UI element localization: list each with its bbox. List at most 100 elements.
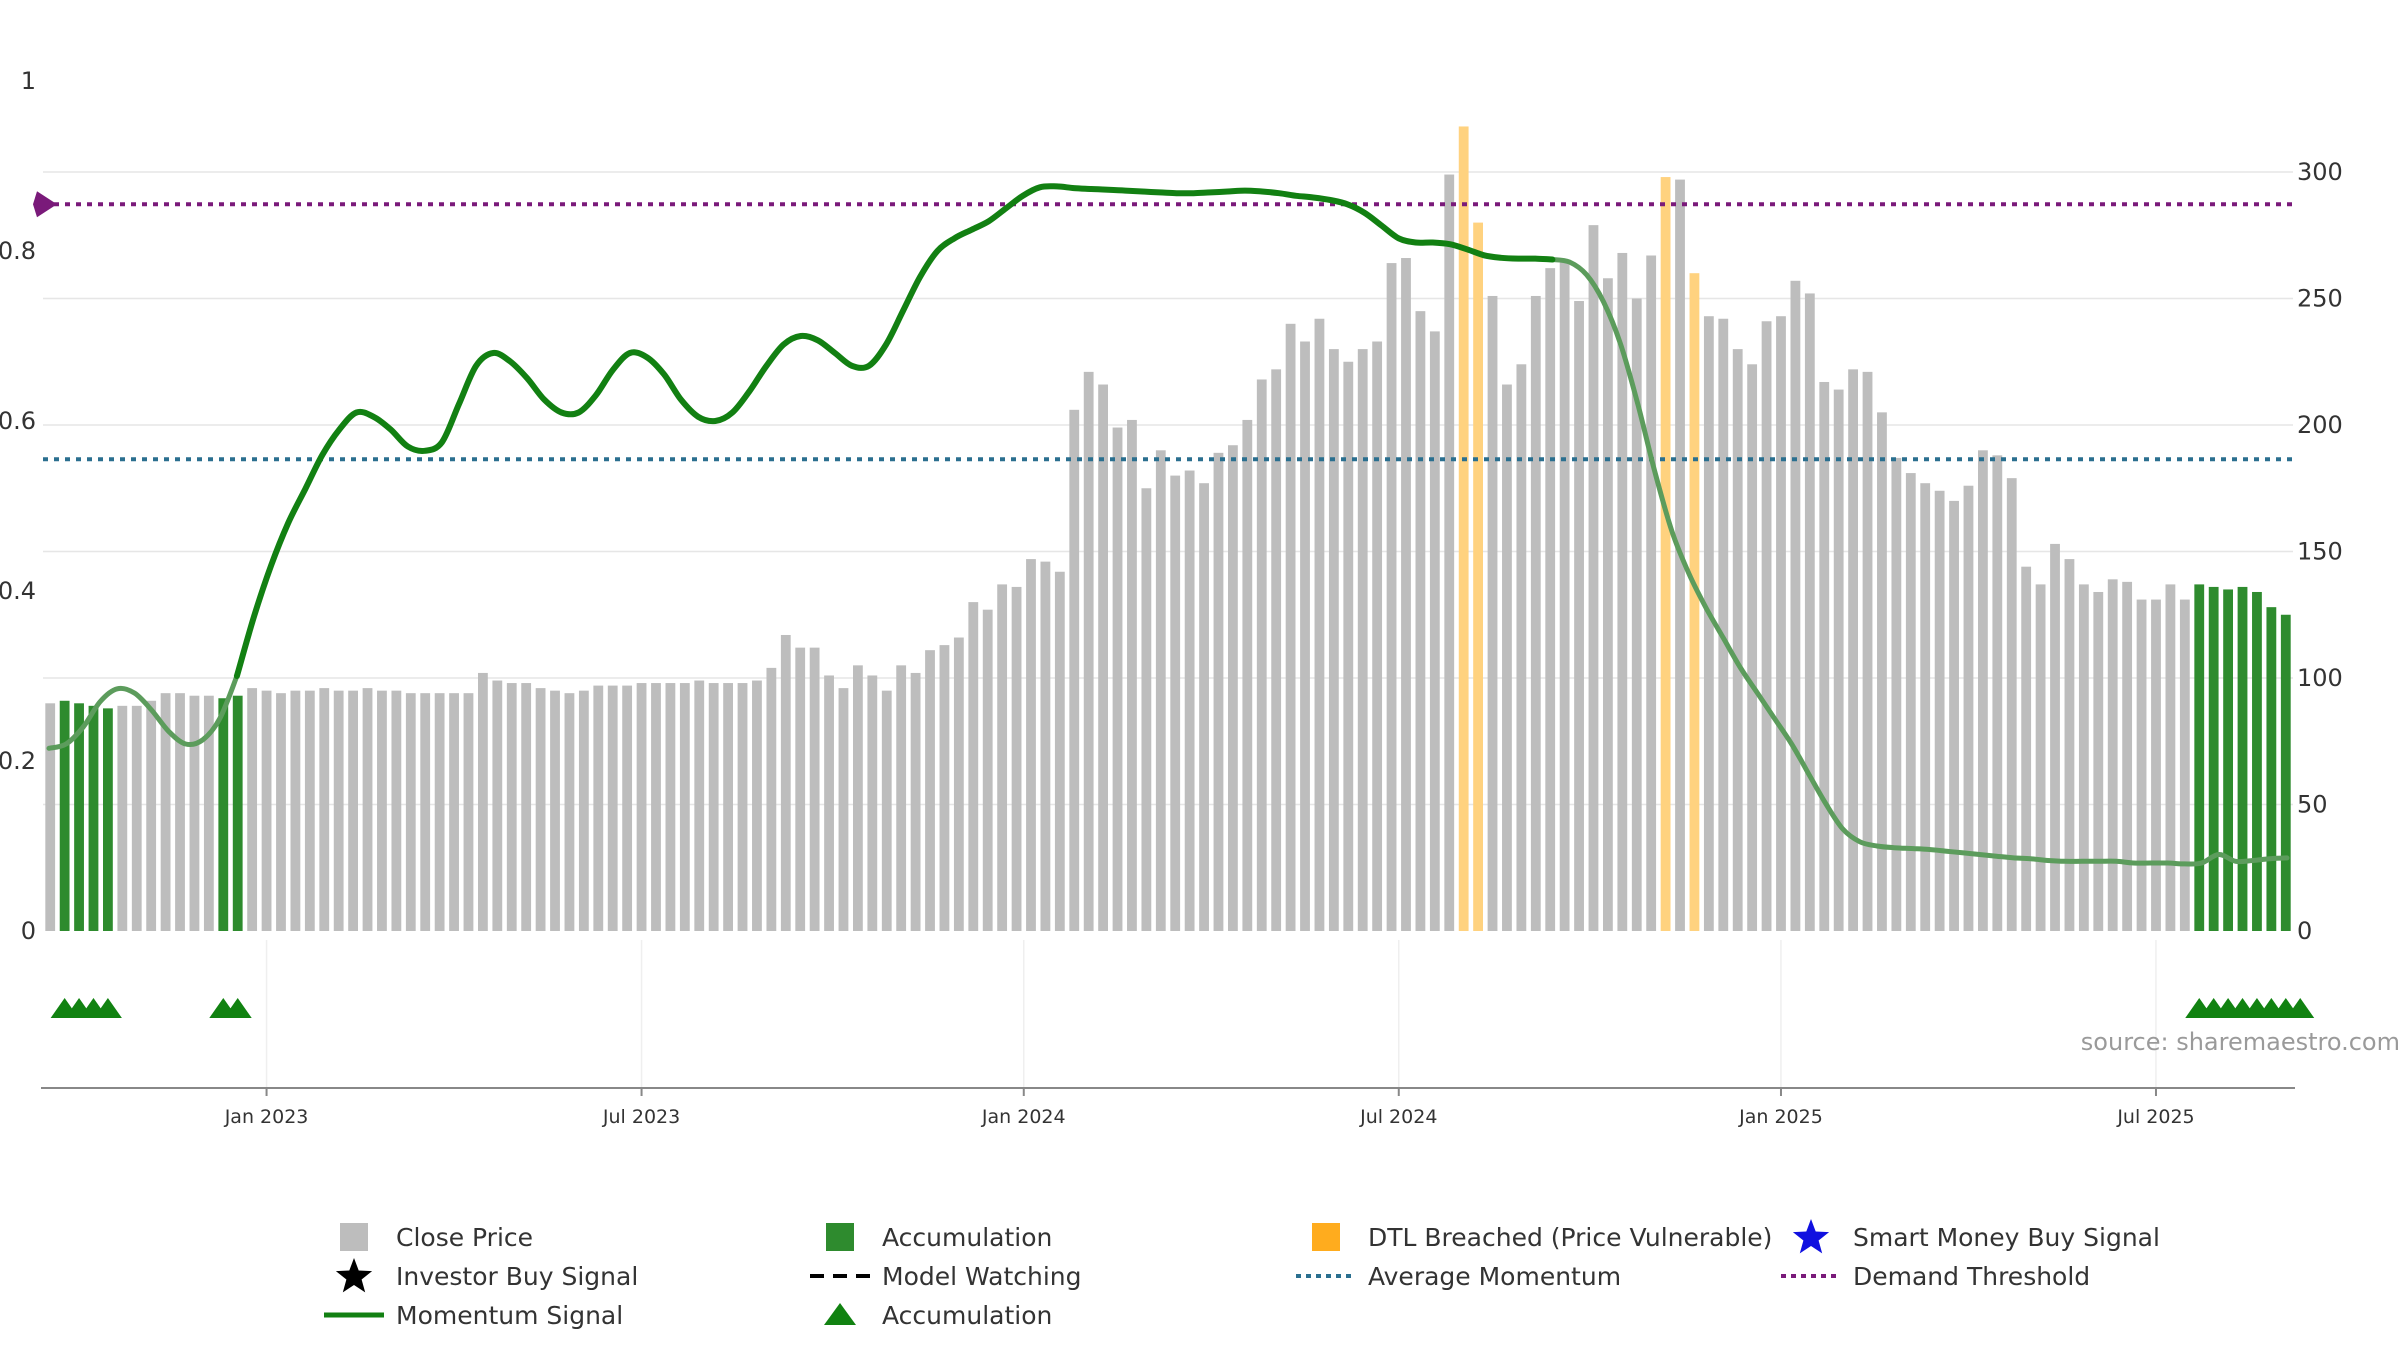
price-bar — [867, 675, 878, 931]
gridlines — [43, 171, 2293, 1087]
legend-label: Investor Buy Signal — [396, 1262, 638, 1291]
accumulation-triangle — [2286, 998, 2315, 1018]
price-bar — [679, 683, 690, 931]
price-bar — [578, 690, 589, 931]
price-bar — [1213, 452, 1224, 931]
price-bar — [1848, 369, 1858, 932]
price-bar — [1271, 369, 1282, 932]
price-bar — [1199, 483, 1209, 931]
price-bar — [117, 705, 128, 931]
price-bar — [535, 688, 546, 931]
price-bar — [1689, 273, 1700, 931]
accumulation-triangle — [223, 998, 252, 1018]
price-bar — [1429, 331, 1440, 931]
price-bar — [59, 700, 70, 931]
price-bar — [2223, 589, 2233, 931]
accumulation-markers — [50, 998, 2315, 1018]
price-bar — [1877, 412, 1887, 932]
price-bar — [982, 609, 993, 931]
price-bar — [1703, 316, 1714, 932]
x-tick-label: Jan 2024 — [981, 1106, 1066, 1128]
price-bar — [1761, 321, 1772, 931]
price-bar — [1660, 177, 1671, 931]
price-bar — [636, 683, 647, 931]
price-bar — [521, 683, 532, 931]
price-bar — [1127, 419, 1137, 931]
price-bar — [2107, 579, 2118, 931]
price-bar — [550, 690, 560, 931]
price-bar — [1718, 318, 1729, 931]
legend-swatch-dtl — [1312, 1223, 1340, 1251]
price-bar — [1444, 174, 1455, 931]
price-bar — [1588, 225, 1599, 931]
demand-threshold-marker — [33, 191, 57, 218]
price-bar — [593, 685, 604, 931]
legend-label: DTL Breached (Price Vulnerable) — [1368, 1223, 1772, 1252]
right-tick-label: 250 — [2297, 285, 2343, 313]
price-bar — [752, 680, 762, 931]
price-bar — [1833, 389, 1844, 932]
price-bar — [506, 683, 517, 931]
price-bar — [1732, 349, 1743, 932]
price-bar — [1184, 470, 1195, 931]
price-bar — [362, 688, 373, 931]
right-tick-label: 300 — [2297, 158, 2343, 186]
legend-swatch-close — [340, 1223, 368, 1251]
price-bar — [925, 650, 935, 931]
legend-item-avg: Average Momentum — [1296, 1262, 1621, 1291]
price-bar — [189, 695, 200, 931]
price-bar — [2064, 559, 2075, 931]
x-tick-label: Jan 2025 — [1738, 1106, 1823, 1128]
price-bar — [723, 683, 733, 931]
price-bar — [2006, 478, 2017, 931]
price-bar — [333, 690, 344, 931]
price-bar — [968, 602, 979, 931]
price-bar — [175, 693, 185, 931]
price-bar — [1574, 301, 1584, 931]
price-bar — [74, 703, 84, 931]
x-tick-label: Jul 2025 — [2116, 1106, 2194, 1128]
price-bar — [304, 690, 315, 931]
legend-item-accum_sq: Accumulation — [826, 1223, 1052, 1252]
momentum-line-faint-start — [46, 673, 240, 751]
right-tick-label: 0 — [2297, 917, 2312, 945]
price-bar — [564, 693, 575, 931]
price-bar — [1804, 293, 1815, 931]
legend-label: Model Watching — [882, 1262, 1082, 1291]
accumulation-triangle-icon — [824, 1303, 856, 1325]
price-bar — [2050, 543, 2060, 931]
price-bar — [1631, 298, 1642, 931]
price-bar — [405, 693, 416, 931]
legend-item-smart: Smart Money Buy Signal — [1792, 1219, 2160, 1254]
price-bar — [1011, 586, 1022, 931]
legend-label: Accumulation — [882, 1301, 1052, 1330]
price-bar — [1776, 316, 1786, 932]
price-bar — [1054, 571, 1065, 931]
price-bar — [1141, 488, 1152, 931]
price-bar — [1458, 126, 1469, 931]
right-tick-label: 50 — [2297, 791, 2328, 819]
price-bar — [2136, 599, 2147, 931]
price-bar — [1285, 323, 1296, 931]
legend-label: Accumulation — [882, 1223, 1052, 1252]
momentum-line — [233, 183, 1556, 679]
price-bar — [1920, 483, 1931, 931]
price-bar — [1516, 364, 1527, 931]
price-bar — [492, 680, 503, 931]
price-bar — [1530, 295, 1541, 932]
legend-item-accum_tri: Accumulation — [824, 1301, 1052, 1330]
legend-item-dtl: DTL Breached (Price Vulnerable) — [1312, 1223, 1772, 1252]
x-tick-label: Jan 2023 — [224, 1106, 309, 1128]
momentum-line-faint-end — [1549, 257, 2290, 867]
price-bar — [1083, 371, 1094, 931]
legend-label: Demand Threshold — [1853, 1262, 2090, 1291]
close-price-bars — [45, 126, 2291, 932]
price-bar — [1862, 371, 1873, 931]
price-bar — [737, 683, 748, 931]
price-bar — [2151, 599, 2161, 931]
price-bar — [1502, 384, 1512, 931]
legend-label: Average Momentum — [1368, 1262, 1621, 1291]
price-bar — [1170, 475, 1181, 931]
price-bar — [2266, 607, 2277, 931]
